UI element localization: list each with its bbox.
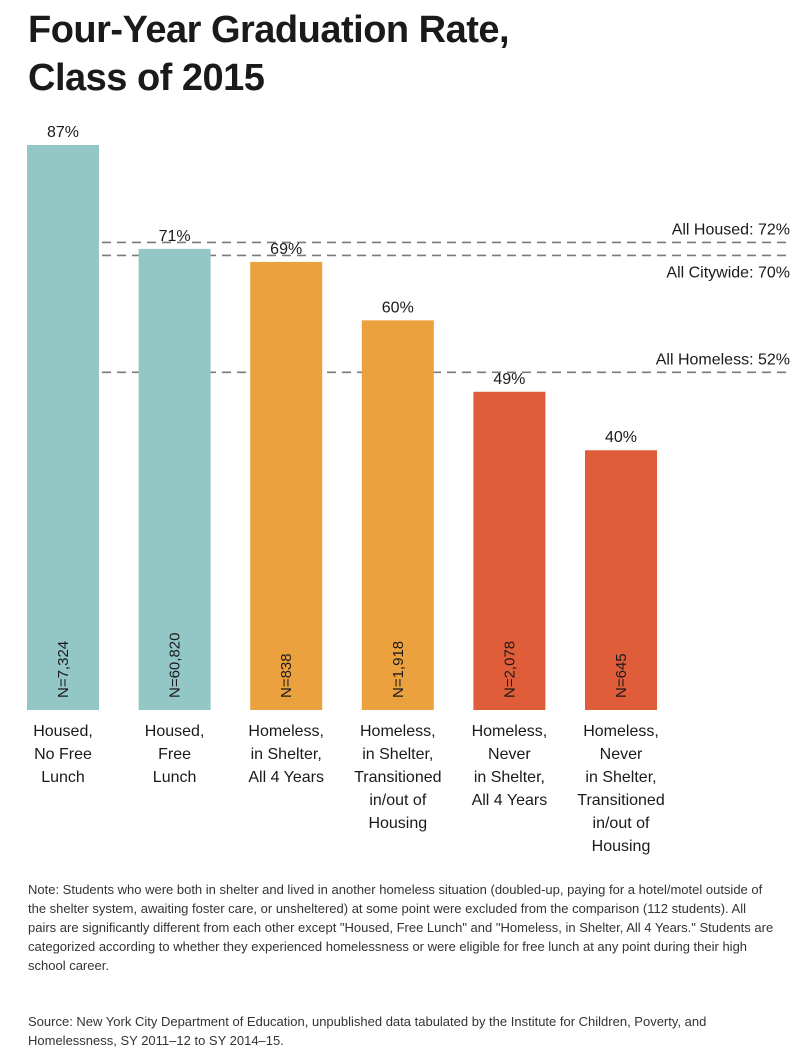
- x-axis-category-label: Homeless, Never in Shelter, All 4 Years: [453, 720, 565, 812]
- bar-n-label: N=645: [613, 653, 630, 698]
- x-axis-category-label-line: Transitioned: [354, 769, 442, 786]
- bar-n-label: N=838: [278, 653, 295, 698]
- x-axis-category-label: Homeless, in Shelter, Transitioned in/out o…: [342, 720, 454, 835]
- bar-value-label: 87%: [47, 124, 79, 141]
- x-axis-category-label-line: No Free: [34, 746, 92, 763]
- chart-title-line-1: Four-Year Graduation Rate,: [28, 9, 510, 51]
- reference-line-label: All Homeless: 52%: [656, 351, 790, 368]
- x-axis-category-label-line: Homeless,: [583, 723, 659, 740]
- bar-value-label: 71%: [159, 228, 191, 245]
- x-axis-category-label-line: Homeless,: [248, 723, 324, 740]
- x-axis-category-label-line: Homeless,: [471, 723, 548, 740]
- bar-value-label: 69%: [270, 241, 302, 258]
- x-axis-category-label-line: Housing: [368, 815, 428, 832]
- x-axis-category-label-line: Transitioned: [577, 792, 665, 809]
- chart-note: Note: Students who were both in shelter …: [28, 882, 774, 973]
- x-axis-category-label: Homeless, in Shelter, All 4 Years: [230, 720, 342, 789]
- bar: [138, 248, 211, 710]
- x-axis-category-label-line: Housing: [591, 838, 651, 855]
- bar: [585, 450, 657, 710]
- x-axis-category-label-line: in/out of: [369, 792, 427, 809]
- x-axis-category-label-line: Housed,: [144, 723, 205, 740]
- x-axis-category-label: Housed, No Free Lunch: [7, 720, 119, 789]
- x-axis-category-label-line: in/out of: [592, 815, 650, 832]
- bar-chart: All Housed: 72% All Citywide: 70% All Home…: [27, 124, 790, 710]
- x-axis-category-label-line: Homeless,: [360, 723, 436, 740]
- bar-n-label: N=2,078: [501, 641, 518, 698]
- chart-title: Four-Year Graduation Rate, Class of 2015: [28, 6, 510, 102]
- bar-value-label: 60%: [382, 299, 414, 316]
- x-axis-category-label-line: All 4 Years: [248, 769, 324, 786]
- x-axis-category-label-line: Never: [488, 746, 531, 763]
- x-axis-category-label: Housed, Free Lunch: [119, 720, 231, 789]
- x-axis-category-label-line: Lunch: [152, 769, 197, 786]
- reference-line-label: All Citywide: 70%: [666, 264, 790, 281]
- bar-n-label: N=7,324: [55, 641, 72, 698]
- x-axis-category-label-line: Free: [158, 746, 192, 763]
- bar-value-label: 49%: [493, 371, 525, 388]
- bar: [361, 320, 434, 710]
- x-axis-category-label-line: Lunch: [41, 769, 85, 786]
- bar: [473, 391, 546, 710]
- x-axis-category-label-line: in Shelter,: [473, 769, 545, 786]
- x-axis-category-label-line: in Shelter,: [362, 746, 434, 763]
- x-axis-category-label: Homeless, Never in Shelter, Transitioned in/…: [565, 720, 677, 858]
- chart-title-line-2: Class of 2015: [28, 57, 265, 99]
- x-axis-category-label-line: Never: [599, 746, 643, 763]
- x-axis-category-label-line: in Shelter,: [585, 769, 657, 786]
- bar-value-label: 40%: [605, 429, 637, 446]
- bar: [27, 145, 99, 710]
- reference-line-label: All Housed: 72%: [672, 221, 790, 238]
- bar: [250, 261, 323, 710]
- x-axis-category-label-line: All 4 Years: [471, 792, 548, 809]
- x-axis-category-label-line: in Shelter,: [250, 746, 322, 763]
- chart-source: Source: New York City Department of Educ…: [28, 1014, 707, 1048]
- x-axis-labels: Housed, No Free Lunch Housed, Free Lunch Homel…: [0, 720, 800, 870]
- bar-n-label: N=1,918: [390, 641, 407, 698]
- x-axis-category-label-line: Housed,: [33, 723, 93, 740]
- bar-n-label: N=60,820: [167, 633, 184, 698]
